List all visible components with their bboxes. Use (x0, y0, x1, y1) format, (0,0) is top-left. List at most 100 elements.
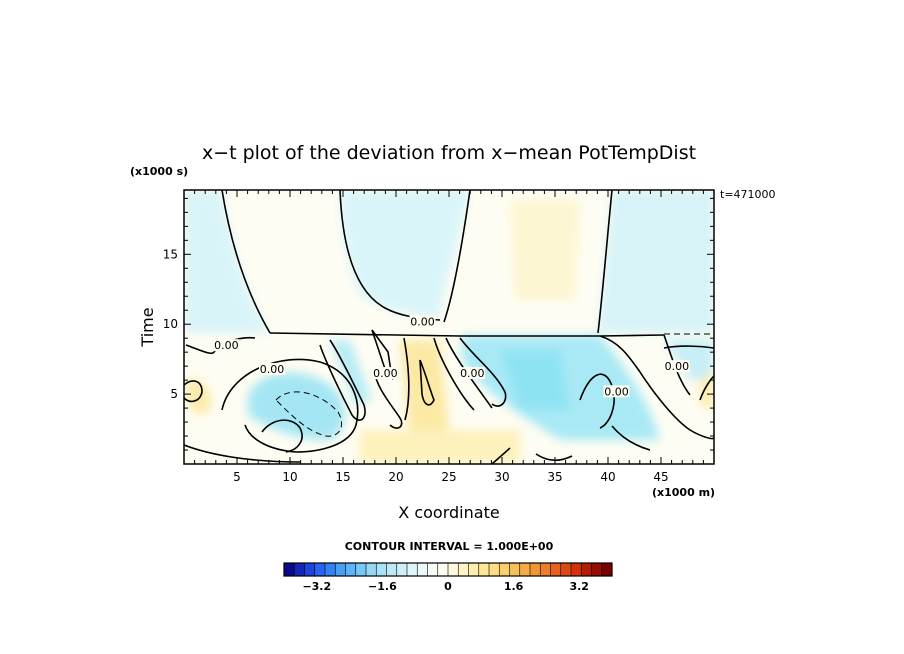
contour-label: 0.00 (460, 367, 485, 380)
colorbar-swatch (499, 563, 510, 576)
x-tick-label: 40 (600, 470, 615, 484)
region-lower-warm-left (186, 379, 211, 415)
contour-label: 0.00 (260, 363, 285, 376)
contour-label-bg (213, 339, 240, 352)
colorbar-tick-label: −3.2 (302, 580, 331, 593)
contour-label: 0.00 (604, 385, 629, 398)
colorbar-swatch (355, 563, 367, 576)
axes: 5 10 15 20 25 30 35 40 45 5 10 15 (163, 190, 714, 484)
colorbar-swatch (591, 563, 603, 576)
contour-label: 0.00 (665, 360, 690, 373)
colorbar-swatch (407, 563, 418, 576)
colorbar-swatch (571, 563, 582, 576)
contour-line (419, 359, 435, 406)
contour-label-bg (258, 362, 285, 375)
colorbar-swatch (335, 563, 346, 576)
region-lower-warm-bottom (360, 430, 520, 464)
colorbar-swatch (314, 563, 326, 576)
colorbar-swatch (601, 563, 613, 576)
contour-line (319, 339, 366, 421)
colorbar-swatch (458, 563, 469, 576)
x-tick-label: 5 (233, 470, 241, 484)
y-tick-label: 10 (163, 317, 178, 331)
y-axis-label: Time (138, 307, 157, 347)
region-lower-cool-farright (664, 340, 714, 380)
colorbar-swatch (284, 563, 295, 576)
colorbar-swatch (396, 563, 408, 576)
region-upper-mid-cool (340, 190, 470, 320)
colorbar-swatch (509, 563, 521, 576)
colorbar-swatch (468, 563, 480, 576)
region-upper-right-cool (598, 190, 714, 333)
region-upper-left-cool (184, 190, 270, 333)
contour-line (184, 444, 301, 463)
colorbar-swatch (519, 563, 531, 576)
x-tick-label: 10 (282, 470, 297, 484)
chart-title: x−t plot of the deviation from x−mean Po… (202, 142, 696, 164)
contour-label-bg (409, 315, 436, 328)
contour-line (443, 190, 471, 323)
colorbar-tick-label: 0 (444, 580, 452, 593)
time-annotation: t=471000 (720, 188, 776, 201)
contour-line (221, 190, 271, 334)
colorbar-swatch (540, 563, 551, 576)
contour-label: 0.00 (214, 339, 239, 352)
colorbar-swatch (294, 563, 305, 576)
contour-line (491, 447, 511, 464)
contour-label-bg (663, 360, 690, 373)
colorbar-swatch (478, 563, 490, 576)
colorbar-swatch (417, 563, 428, 576)
colorbar-tick-label: 3.2 (569, 580, 589, 593)
region-lower-cool-core (500, 350, 570, 410)
y-scale-label: (x1000 s) (130, 165, 188, 178)
x-tick-label: 20 (388, 470, 403, 484)
x-tick-label: 45 (653, 470, 668, 484)
contour-line (184, 380, 203, 403)
contour-interval-text: CONTOUR INTERVAL = 1.000E+00 (345, 540, 554, 553)
region-lower-warm-mid (400, 340, 450, 440)
x-tick-label: 15 (335, 470, 350, 484)
contour-label-bg (372, 367, 399, 380)
colorbar-swatch (376, 563, 387, 576)
x-scale-label: (x1000 m) (652, 486, 715, 499)
contour-line (185, 336, 256, 355)
colorbar-swatch (325, 563, 336, 576)
colorbar-swatch (581, 563, 592, 576)
x-tick-label: 25 (441, 470, 456, 484)
contour-line (611, 425, 651, 451)
contour-label-bg (459, 367, 486, 380)
contour-line (535, 453, 573, 462)
contour-line-negative (275, 391, 342, 437)
contour-line (261, 419, 303, 453)
colorbar-tick-label: 1.6 (504, 580, 524, 593)
contour-line (599, 335, 714, 440)
region-lower-cool-streak (330, 340, 372, 405)
colorbar-swatch (530, 563, 541, 576)
colorbar-swatch (550, 563, 562, 576)
contour-line (459, 337, 507, 407)
region-upper-yellow (510, 200, 580, 300)
contour-line (433, 337, 475, 411)
colorbar-swatch (489, 563, 500, 576)
contour-line (269, 332, 665, 337)
heatmap-field (184, 190, 714, 464)
contour-line (663, 345, 714, 349)
colorbar-swatch (437, 563, 449, 576)
colorbar-swatch (366, 563, 377, 576)
colorbar-swatch (448, 563, 459, 576)
y-tick-label: 5 (170, 387, 178, 401)
x-tick-label: 30 (494, 470, 509, 484)
colorbar-frame (283, 562, 613, 577)
contour-line (375, 377, 403, 429)
contour-label-bg (603, 385, 630, 398)
colorbar-swatch (560, 563, 572, 576)
colorbar-swatch (304, 563, 316, 576)
x-axis-label: X coordinate (398, 503, 499, 522)
contour-line (597, 190, 613, 334)
colorbar-tick-label: −1.6 (368, 580, 397, 593)
colorbar: −3.2 −1.6 0 1.6 3.2 (283, 562, 613, 593)
colorbar-swatch (386, 563, 398, 576)
contour-labels: 0.00 0.00 0.00 0.00 0.00 0.00 0.00 (213, 315, 690, 398)
contour-line (403, 337, 410, 421)
